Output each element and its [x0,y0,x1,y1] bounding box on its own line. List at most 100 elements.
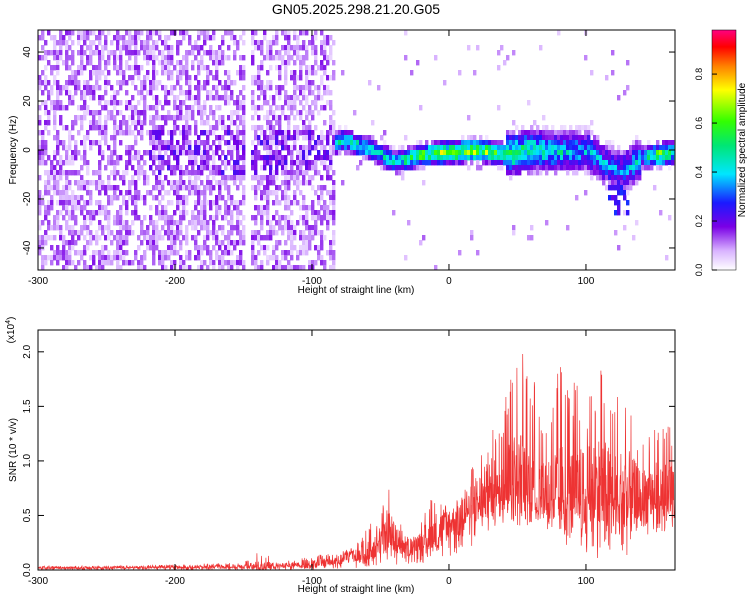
heatmap-cell [137,245,141,251]
heatmap-cell [464,140,468,146]
heatmap-cell [179,150,183,156]
heatmap-cell [653,155,657,161]
heatmap-cell [242,120,246,126]
heatmap-cell [53,150,57,156]
heatmap-cell [167,225,171,231]
heatmap-cell [242,145,246,151]
heatmap-cell [125,130,129,136]
heatmap-cell [41,35,45,41]
heatmap-cell [188,180,192,186]
heatmap-cell [437,150,441,156]
heatmap-cell [410,160,414,166]
heatmap-cell [194,235,198,241]
heatmap-cell [302,235,306,241]
heatmap-cell [257,205,261,211]
heatmap-cell [362,150,366,156]
heatmap-cell [98,145,102,151]
heatmap-cell [83,245,87,251]
heatmap-cell [62,145,66,151]
heatmap-cell [206,75,210,81]
heatmap-cell [149,220,153,226]
heatmap-cell [65,40,69,46]
heatmap-cell [281,190,285,196]
heatmap-cell [257,235,261,241]
heatmap-cell [68,75,72,81]
heatmap-cell [329,50,333,56]
heatmap-cell [56,250,60,256]
heatmap-cell [551,160,555,166]
heatmap-cell [554,150,558,156]
heatmap-cell [224,160,228,166]
heatmap-cell [596,150,600,156]
heatmap-cell [320,160,324,166]
heatmap-cell [314,70,318,76]
heatmap-cell [590,150,594,156]
heatmap-cell [665,155,669,161]
heatmap-cell [422,160,426,166]
heatmap-cell [146,225,150,231]
heatmap-cell [203,195,207,201]
heatmap-cell [284,70,288,76]
heatmap-cell [209,255,213,261]
heatmap-cell [41,135,45,141]
heatmap-cell [299,235,303,241]
heatmap-cell [371,155,375,161]
heatmap-cell [158,260,162,266]
heatmap-cell [626,175,630,181]
heatmap-cell [260,260,264,266]
heatmap-cell [209,145,213,151]
heatmap-cell [251,215,255,221]
heatmap-cell [38,225,42,231]
heatmap-cell [98,255,102,261]
heatmap-cell [221,230,225,236]
heatmap-cell [269,85,273,91]
heatmap-cell [200,55,204,61]
heatmap-cell [83,200,87,206]
heatmap-cell [173,250,177,256]
heatmap-cell [260,45,264,51]
heatmap-cell [167,75,171,81]
heatmap-cell [302,150,306,156]
heatmap-cell [65,85,69,91]
heatmap-cell [335,135,339,141]
heatmap-cell [452,140,456,146]
heatmap-cell [287,125,291,131]
heatmap-cell [290,240,294,246]
heatmap-cell [68,210,72,216]
heatmap-cell [350,130,354,136]
heatmap-cell [668,155,672,161]
heatmap-cell [665,160,669,166]
heatmap-cell [392,160,396,166]
heatmap-cell [563,160,567,166]
heatmap-cell [203,85,207,91]
heatmap-cell [509,160,513,166]
heatmap-cell [287,150,291,156]
heatmap-cell [542,130,546,136]
heatmap-cell [134,85,138,91]
heatmap-cell [251,140,255,146]
heatmap-cell [44,170,48,176]
heatmap-cell [80,210,84,216]
heatmap-cell [56,190,60,196]
heatmap-cell [62,35,66,41]
heatmap-cell [134,205,138,211]
heatmap-cell [68,135,72,141]
heatmap-cell [68,80,72,86]
heatmap-cell [125,125,129,131]
heatmap-cell [191,210,195,216]
heatmap-cell [539,130,543,136]
heatmap-cell [620,180,624,186]
heatmap-cell [113,215,117,221]
heatmap-cell [296,180,300,186]
heatmap-cell [146,150,150,156]
heatmap-cell [671,140,675,146]
heatmap-cell [419,105,423,111]
heatmap-cell [296,85,300,91]
heatmap-cell [329,130,333,136]
heatmap-cell [650,155,654,161]
heatmap-cell [110,185,114,191]
heatmap-cell [155,220,159,226]
heatmap-cell [176,230,180,236]
heatmap-cell [161,165,165,171]
heatmap-cell [590,155,594,161]
